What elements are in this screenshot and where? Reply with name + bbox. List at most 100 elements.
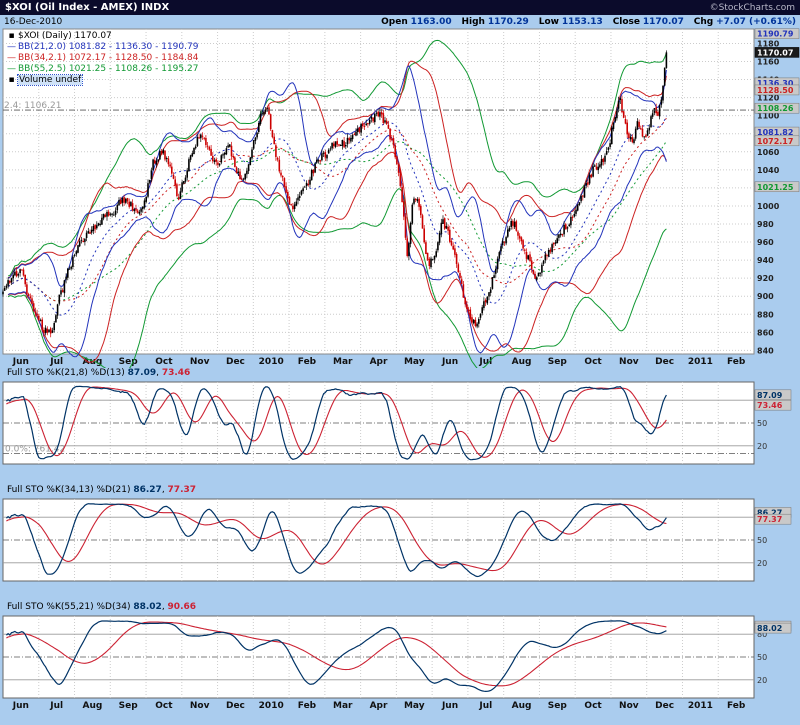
- low-value: 1153.13: [561, 16, 603, 27]
- svg-text:1072.17: 1072.17: [757, 137, 793, 146]
- svg-text:920: 920: [757, 274, 774, 283]
- open-value: 1163.00: [410, 16, 452, 27]
- legend-symbol-label: $XOI (Daily) 1170.07: [18, 31, 112, 41]
- svg-text:940: 940: [757, 256, 774, 265]
- svg-text:20: 20: [757, 676, 767, 685]
- panel3-title-label: Full STO %K(55,21) %D(34): [7, 602, 131, 612]
- svg-text:Jul: Jul: [49, 701, 63, 711]
- panel-gap: [0, 469, 800, 485]
- panel-gap: [0, 586, 800, 602]
- ohlc-info-row: 16-Dec-2010 Open 1163.00 High 1170.29 Lo…: [0, 15, 800, 28]
- close-label: Close: [612, 16, 641, 27]
- svg-text:Jul: Jul: [49, 357, 63, 367]
- candlestick-icon: ▪: [8, 31, 15, 41]
- panel1-k-value: 87.09: [127, 368, 157, 378]
- svg-text:Nov: Nov: [190, 701, 210, 711]
- panel3-d-value: 90.66: [167, 602, 197, 612]
- svg-text:Feb: Feb: [727, 357, 746, 367]
- svg-text:840: 840: [757, 346, 774, 355]
- chart-titlebar: $XOI (Oil Index - AMEX) INDX ©StockChart…: [0, 0, 800, 15]
- svg-text:Apr: Apr: [370, 701, 388, 711]
- svg-text:1081.82: 1081.82: [757, 128, 793, 137]
- svg-text:1180: 1180: [757, 39, 780, 48]
- svg-text:1108.26: 1108.26: [757, 104, 794, 113]
- svg-text:86.27: 86.27: [757, 508, 782, 517]
- volume-icon: ▪: [8, 75, 15, 85]
- panel2-k-value: 86.27: [133, 485, 162, 495]
- legend-bb34-label: BB(34,2.1) 1072.17 - 1128.50 - 1184.84: [18, 53, 199, 63]
- chg-label: Chg: [693, 16, 714, 27]
- svg-text:Apr: Apr: [370, 357, 388, 367]
- svg-text:Feb: Feb: [727, 701, 746, 711]
- svg-text:1000: 1000: [757, 202, 780, 211]
- chart-legend: ▪ $XOI (Daily) 1170.07 — BB(21,2.0) 1081.8…: [7, 31, 198, 86]
- svg-text:Feb: Feb: [298, 701, 317, 711]
- svg-text:Jun: Jun: [12, 357, 29, 367]
- svg-text:Aug: Aug: [512, 701, 532, 711]
- svg-text:860: 860: [757, 328, 774, 337]
- svg-text:77.37: 77.37: [757, 515, 782, 524]
- svg-text:1136.30: 1136.30: [757, 79, 794, 88]
- svg-text:2010: 2010: [259, 701, 284, 711]
- svg-text:1100: 1100: [757, 112, 780, 121]
- svg-text:20: 20: [757, 442, 767, 451]
- svg-text:960: 960: [757, 238, 774, 247]
- close-value: 1170.07: [642, 16, 684, 27]
- copyright-label: ©StockCharts.com: [709, 2, 795, 13]
- panel2-sep: ,: [161, 485, 168, 495]
- low-label: Low: [538, 16, 559, 27]
- svg-text:1120: 1120: [757, 94, 780, 103]
- open-label: Open: [381, 16, 408, 27]
- svg-text:73.46: 73.46: [757, 401, 783, 410]
- svg-text:900: 900: [757, 292, 774, 301]
- svg-text:Dec: Dec: [655, 701, 674, 711]
- legend-bb55-row: — BB(55,2.5) 1021.25 - 1108.26 - 1195.27: [7, 64, 198, 75]
- chart-title: $XOI (Oil Index - AMEX) INDX: [5, 2, 170, 13]
- svg-text:Oct: Oct: [584, 701, 602, 711]
- svg-text:2.4: 1106.21: 2.4: 1106.21: [4, 101, 61, 111]
- ohlc-values: Open 1163.00 High 1170.29 Low 1153.13 Cl…: [374, 17, 796, 27]
- svg-text:Oct: Oct: [155, 701, 173, 711]
- svg-text:Jul: Jul: [478, 357, 492, 367]
- svg-text:Nov: Nov: [619, 357, 639, 367]
- svg-text:Nov: Nov: [190, 357, 210, 367]
- svg-text:50: 50: [757, 653, 767, 662]
- legend-bb34-row: — BB(34,2.1) 1072.17 - 1128.50 - 1184.84: [7, 53, 198, 64]
- svg-text:88.02: 88.02: [757, 624, 782, 633]
- panel2-title: Full STO %K(34,13) %D(21) 86.27, 77.37: [0, 485, 800, 498]
- svg-text:Oct: Oct: [584, 357, 602, 367]
- svg-text:1040: 1040: [757, 166, 780, 175]
- legend-bb21-row: — BB(21,2.0) 1081.82 - 1136.30 - 1190.79: [7, 42, 198, 53]
- svg-text:87.09: 87.09: [757, 391, 783, 400]
- panel1-sep: ,: [156, 368, 162, 378]
- svg-text:Aug: Aug: [82, 701, 102, 711]
- panel2-title-label: Full STO %K(34,13) %D(21): [7, 485, 131, 495]
- svg-text:980: 980: [757, 220, 774, 229]
- svg-text:1060: 1060: [757, 148, 780, 157]
- svg-text:50: 50: [757, 419, 767, 428]
- high-label: High: [461, 16, 485, 27]
- svg-text:2010: 2010: [259, 357, 284, 367]
- stoch-panel3-canvas: Jun Jul Aug Sep Oct Nov Dec 2010 Feb Mar Apr May Jun…: [2, 615, 792, 711]
- svg-text:Dec: Dec: [226, 701, 245, 711]
- svg-text:Aug: Aug: [512, 357, 532, 367]
- legend-bb21-label: BB(21,2.0) 1081.82 - 1136.30 - 1190.79: [18, 42, 199, 52]
- svg-text:Oct: Oct: [155, 357, 173, 367]
- svg-text:Dec: Dec: [226, 357, 245, 367]
- main-price-chart: 8408608809009209409609801000102010401060…: [0, 28, 800, 368]
- svg-text:Jun: Jun: [441, 357, 458, 367]
- svg-text:1160: 1160: [757, 58, 780, 67]
- legend-volume-label: Volume undef: [16, 74, 84, 86]
- svg-text:Sep: Sep: [119, 701, 139, 711]
- svg-text:Mar: Mar: [333, 701, 353, 711]
- legend-symbol-row: ▪ $XOI (Daily) 1170.07: [7, 31, 198, 42]
- price-chart-canvas: 8408608809009209409609801000102010401060…: [2, 28, 800, 368]
- svg-text:Sep: Sep: [119, 357, 139, 367]
- svg-text:May: May: [404, 701, 425, 711]
- panel3-k-value: 88.02: [133, 602, 162, 612]
- svg-text:Jul: Jul: [478, 701, 492, 711]
- legend-bb55-label: BB(55,2.5) 1021.25 - 1108.26 - 1195.27: [18, 64, 199, 74]
- svg-text:2011: 2011: [688, 357, 713, 367]
- svg-text:50: 50: [757, 536, 767, 545]
- svg-text:80: 80: [757, 630, 767, 639]
